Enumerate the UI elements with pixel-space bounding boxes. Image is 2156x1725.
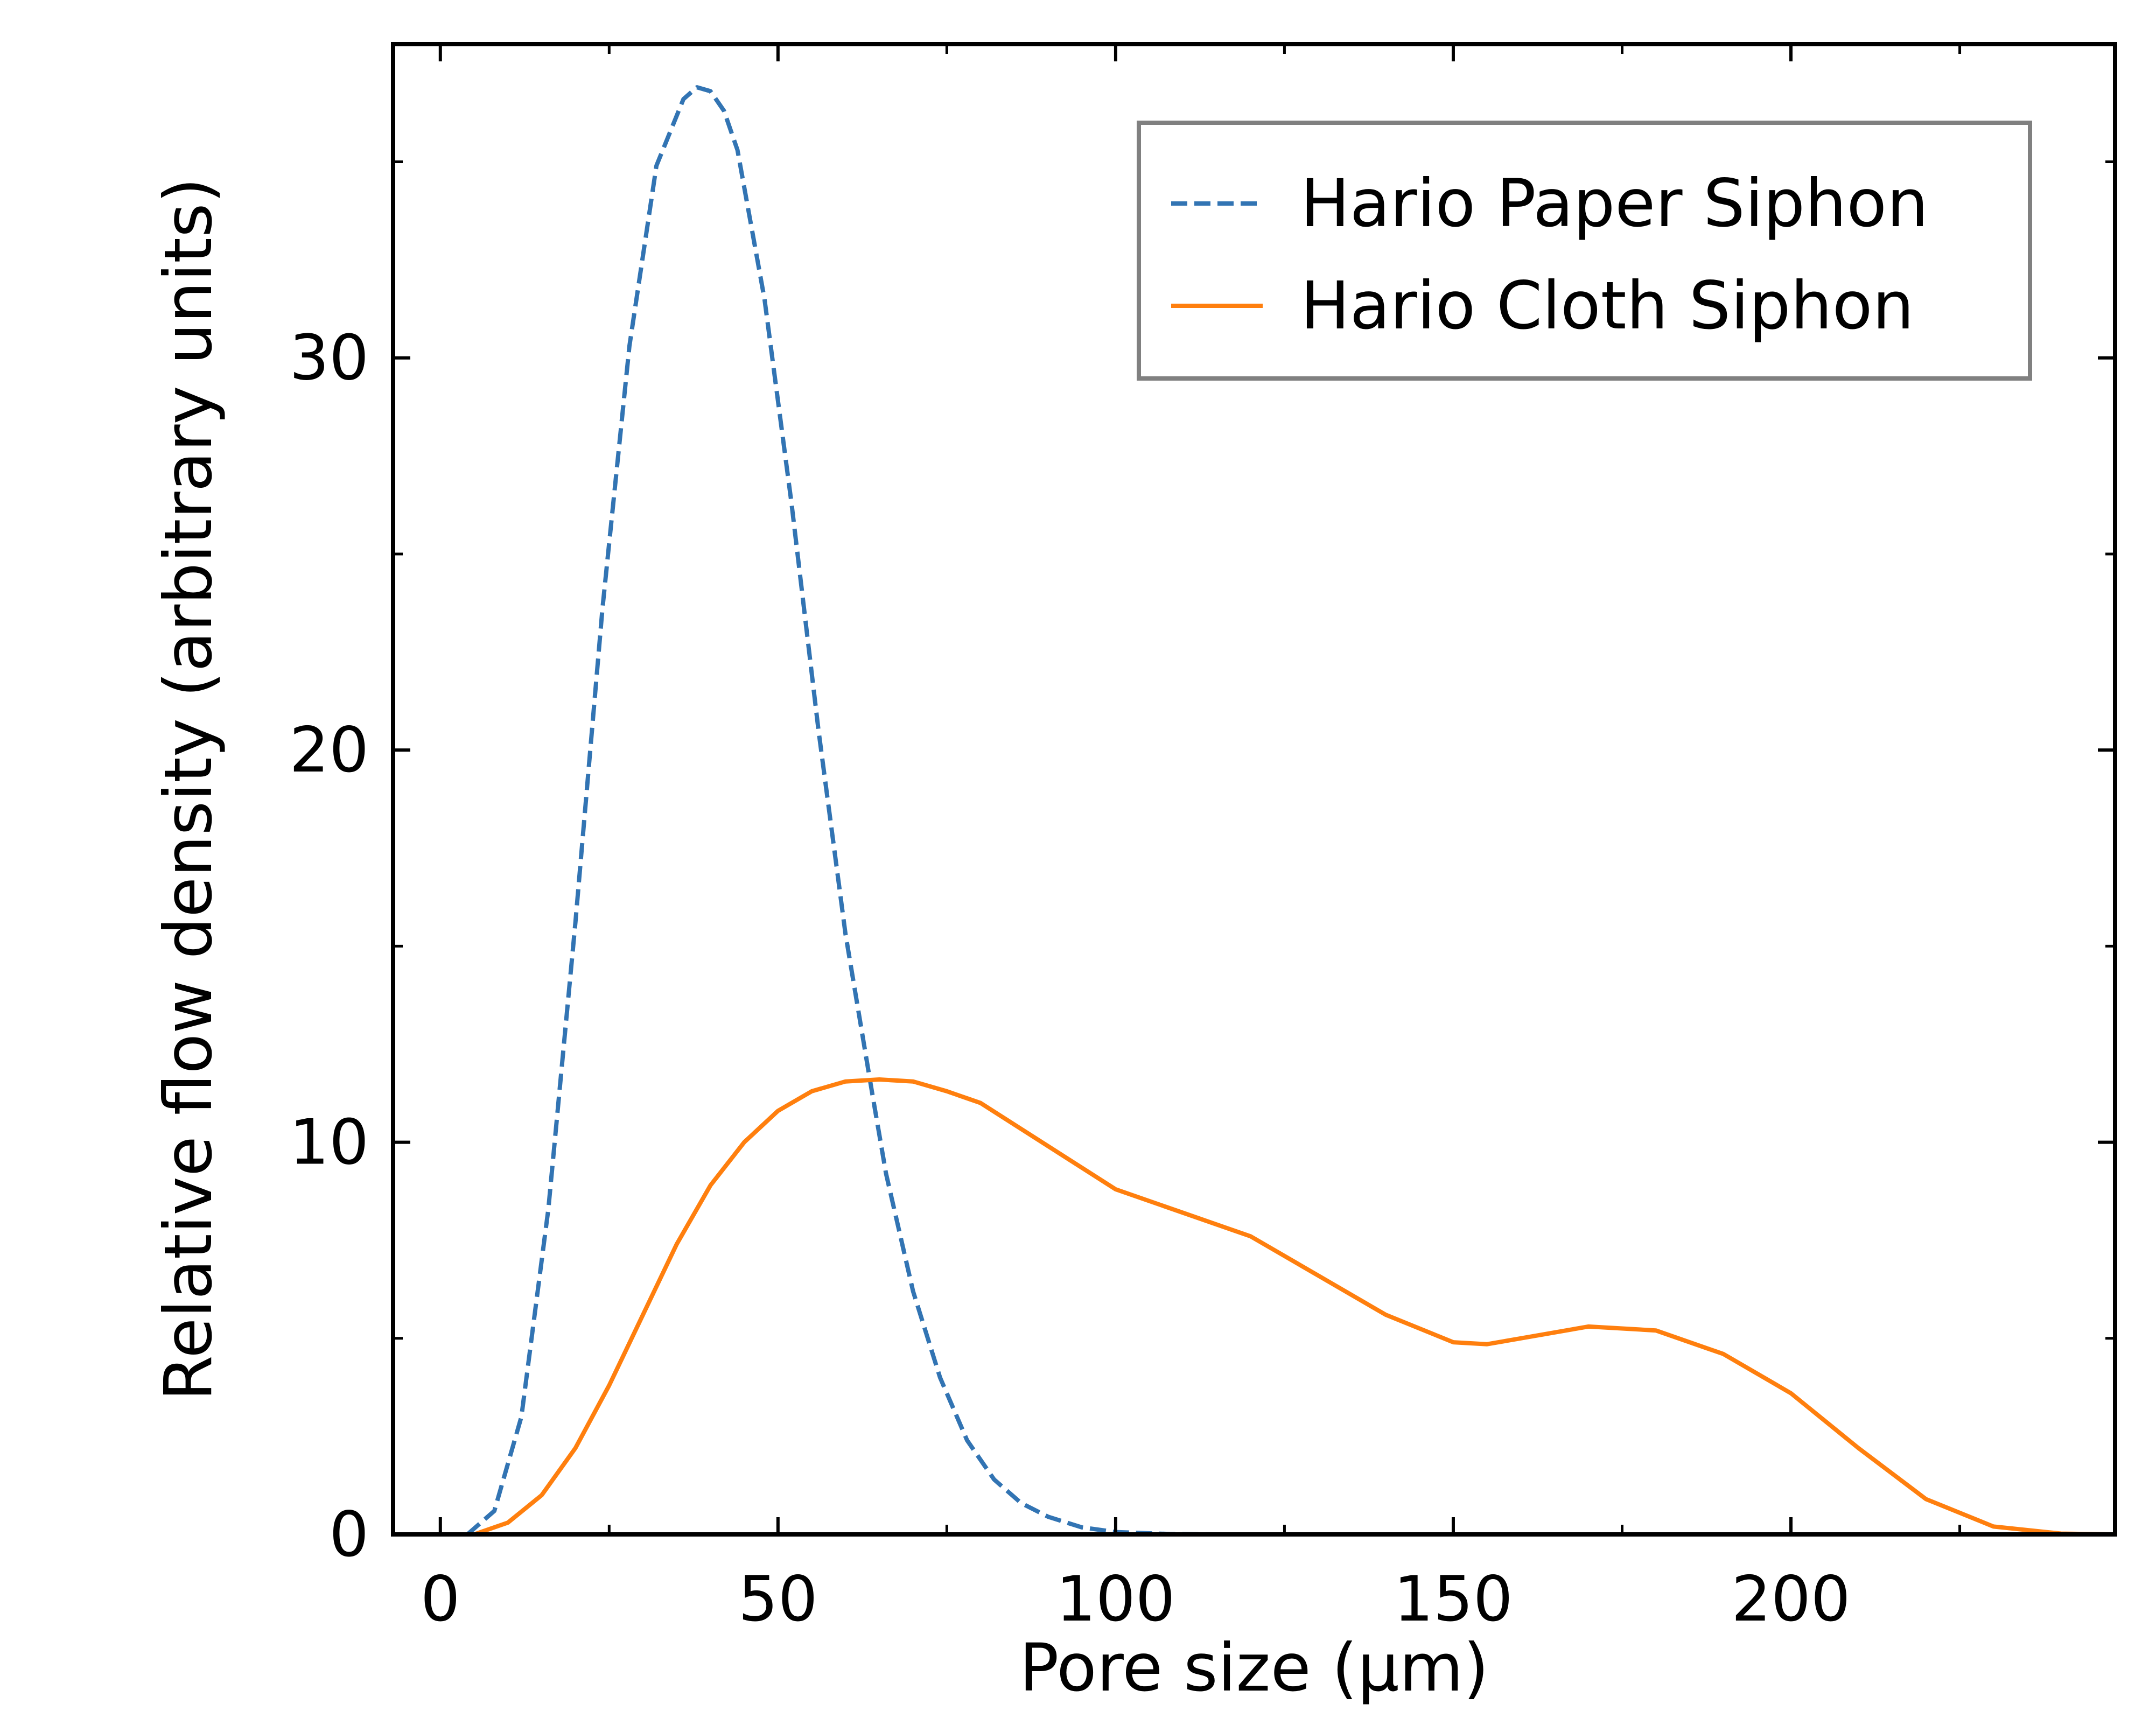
x-tick-label: 150 — [1394, 1563, 1513, 1636]
x-tick-label: 0 — [421, 1563, 460, 1636]
y-tick-label: 0 — [329, 1498, 369, 1571]
series-line-cloth-siphon — [473, 1077, 2116, 1537]
legend-box — [1137, 121, 2032, 381]
y-tick-label: 30 — [289, 322, 369, 395]
plot-area — [466, 85, 2116, 1537]
legend-label-paper-siphon: Hario Paper Siphon — [1300, 165, 1928, 242]
y-tick-label: 20 — [289, 714, 369, 787]
legend-label-cloth-siphon: Hario Cloth Siphon — [1300, 268, 1914, 344]
x-tick-label: 200 — [1731, 1563, 1850, 1636]
series-line-paper-siphon — [466, 85, 1217, 1537]
x-tick-label: 50 — [738, 1563, 818, 1636]
plot-frame — [391, 42, 2117, 1537]
tick-labels: 0 50 100 150 200 0 10 20 30 — [289, 322, 1850, 1636]
legend: Hario Paper Siphon Hario Cloth Siphon — [1137, 121, 2032, 381]
x-tick-label: 100 — [1056, 1563, 1175, 1636]
y-tick-label: 10 — [289, 1106, 369, 1179]
y-axis-label: Relative flow density (arbitrary units) — [150, 178, 227, 1401]
x-axis-label: Pore size (μm) — [1019, 1630, 1489, 1706]
